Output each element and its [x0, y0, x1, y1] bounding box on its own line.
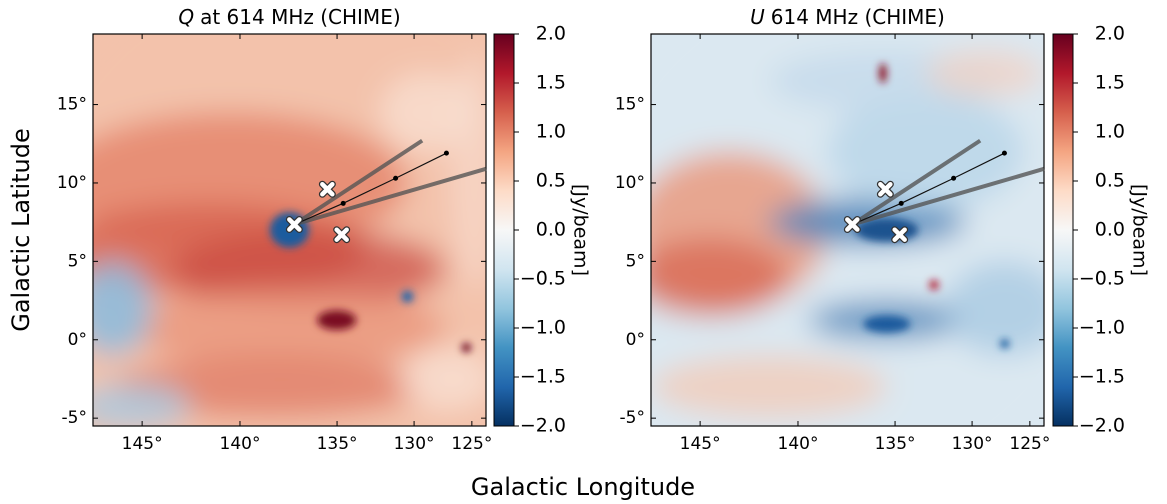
heatmap-region — [93, 261, 152, 356]
heatmap-spot — [878, 63, 887, 83]
x-tick-label: 145° — [122, 434, 163, 454]
y-tick-label: 15° — [615, 95, 645, 115]
colorbar-tick-label: 2.0 — [536, 23, 566, 45]
x-tick-label: 135° — [317, 434, 358, 454]
heatmap-region — [171, 230, 447, 309]
plot-frame — [92, 33, 487, 427]
heatmap-region — [945, 261, 1044, 356]
title-variable: Q — [178, 5, 194, 29]
x-tick-label: 135° — [875, 434, 916, 454]
colorbar — [493, 33, 515, 427]
heatmap-spot — [863, 315, 911, 333]
y-tick-label: 10° — [615, 173, 645, 193]
colorbar-tick-label: −1.0 — [520, 317, 566, 339]
colorbar — [1052, 33, 1074, 427]
heatmap-structure — [651, 34, 1044, 426]
heatmap-spot — [929, 280, 939, 290]
heatmap-spot — [317, 310, 357, 330]
y-tick-label: 0° — [626, 330, 645, 350]
marker-body — [287, 217, 302, 232]
y-axis-label: Galactic Latitude — [7, 128, 35, 332]
y-tick-label: 0° — [68, 330, 87, 350]
colorbar-tick-label: 1.5 — [536, 72, 566, 94]
heatmap-spot — [999, 338, 1010, 349]
marker — [333, 226, 351, 244]
title-variable: U — [750, 5, 765, 29]
path-line — [294, 152, 447, 226]
colorbar-tick-label: 1.0 — [536, 121, 566, 143]
marker-body — [845, 217, 860, 232]
title-text: at 614 MHz (CHIME) — [200, 5, 401, 29]
y-tick-label: 5° — [68, 251, 87, 271]
title-text: 614 MHz (CHIME) — [771, 5, 945, 29]
y-tick-label: 10° — [57, 173, 87, 193]
chart-title: U 614 MHz (CHIME) — [750, 5, 945, 29]
colorbar-tick-label: 0.0 — [536, 219, 566, 241]
marker — [843, 216, 861, 234]
heatmap-region — [379, 73, 475, 152]
colorbar-tick-label: −2.0 — [520, 415, 566, 437]
heatmap-spot — [461, 342, 472, 353]
colorbar-tick-label: −1.5 — [1079, 366, 1125, 388]
colorbar-label: [Jy/beam] — [570, 184, 592, 276]
colorbar-label: [Jy/beam] — [1129, 184, 1151, 276]
path-point — [1001, 150, 1007, 156]
x-tick-label: 140° — [220, 434, 261, 454]
path-point — [393, 175, 399, 181]
y-tick-label: 15° — [57, 95, 87, 115]
colorbar-tick-label: 1.0 — [1095, 121, 1125, 143]
colorbar-tick-label: −2.0 — [1079, 415, 1125, 437]
path-point — [443, 150, 449, 156]
marker-body — [878, 181, 893, 197]
colorbar-tick-label: 0.5 — [1095, 170, 1125, 192]
path-line — [852, 152, 1005, 226]
heatmap-region — [112, 355, 428, 419]
marker-body — [892, 227, 907, 242]
colorbar-tick-label: 1.5 — [1095, 72, 1125, 94]
path-point — [340, 200, 346, 206]
y-tick-label: -5° — [62, 408, 87, 428]
colorbar-tick-label: −0.5 — [1079, 268, 1125, 290]
colorbar-tick-label: 0.5 — [536, 170, 566, 192]
colorbar-tick-label: −1.5 — [520, 366, 566, 388]
marker-body — [334, 227, 349, 242]
marker — [318, 180, 336, 198]
heatmap-region — [827, 92, 1025, 211]
x-tick-label: 125° — [451, 434, 492, 454]
x-tick-label: 140° — [778, 434, 819, 454]
heatmap-structure — [93, 34, 486, 426]
colorbar-tick-label: −1.0 — [1079, 317, 1125, 339]
marker — [891, 226, 909, 244]
y-tick-label: -5° — [620, 408, 645, 428]
marker — [876, 180, 894, 198]
x-tick-label: 145° — [680, 434, 721, 454]
heatmap-region — [132, 288, 447, 368]
heatmap-region — [926, 49, 1044, 97]
heatmap-region — [93, 382, 192, 426]
path-point — [951, 175, 957, 181]
x-tick-label: 125° — [1009, 434, 1050, 454]
heatmap-image — [651, 34, 1044, 426]
x-tick-label: 130° — [952, 434, 993, 454]
colorbar-tick-label: 0.0 — [1095, 219, 1125, 241]
heatmap-region — [399, 347, 486, 411]
heatmap-spot — [401, 290, 414, 303]
heatmap-region — [651, 355, 887, 419]
heatmap-region — [651, 237, 789, 317]
path-point — [898, 200, 904, 206]
y-tick-label: 5° — [626, 251, 645, 271]
colorbar-tick-label: −0.5 — [520, 268, 566, 290]
marker-body — [320, 181, 335, 197]
x-tick-label: 130° — [394, 434, 435, 454]
heatmap-image — [93, 34, 486, 426]
marker — [285, 216, 303, 234]
x-axis-label: Galactic Longitude — [471, 473, 695, 501]
plot-frame — [650, 33, 1045, 427]
colorbar-tick-label: 2.0 — [1095, 23, 1125, 45]
